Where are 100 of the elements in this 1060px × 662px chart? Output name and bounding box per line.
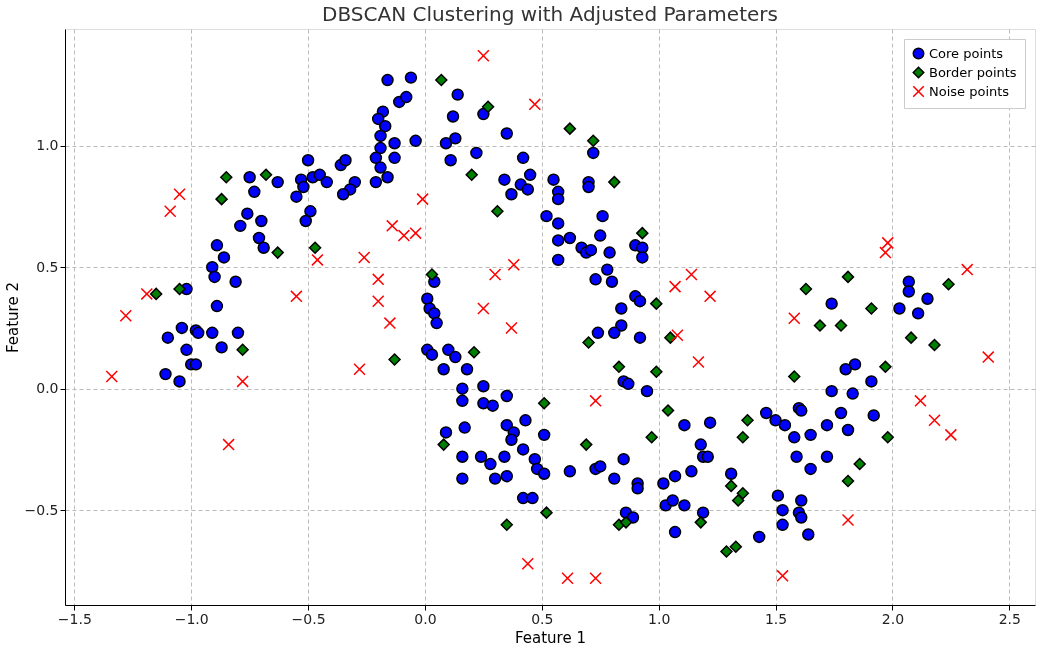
point	[215, 192, 228, 206]
x-tick-label: 0.0	[414, 610, 437, 627]
point	[388, 353, 401, 366]
point	[942, 277, 955, 291]
point	[881, 236, 894, 250]
point	[561, 572, 574, 585]
point	[694, 516, 707, 529]
point	[465, 168, 478, 182]
point	[841, 513, 855, 527]
point	[477, 302, 490, 315]
point	[386, 219, 399, 233]
point	[834, 319, 848, 332]
y-tick-label: −0.5	[24, 501, 59, 518]
point	[435, 73, 448, 87]
point	[425, 268, 439, 281]
point	[788, 370, 801, 383]
point	[799, 282, 813, 296]
point	[383, 316, 397, 330]
point	[173, 282, 186, 296]
point	[960, 263, 974, 276]
point	[671, 329, 684, 342]
point	[881, 431, 894, 444]
point	[580, 438, 593, 451]
point	[879, 246, 892, 259]
x-tick-label: 2.5	[998, 610, 1021, 627]
point	[507, 258, 520, 271]
point	[736, 431, 750, 444]
point	[271, 246, 284, 259]
point	[668, 280, 682, 293]
point	[853, 457, 866, 471]
point	[236, 375, 249, 388]
point	[776, 569, 789, 583]
point	[437, 438, 450, 451]
point	[521, 557, 535, 570]
x-tick-label: 0.5	[531, 610, 554, 627]
point	[149, 287, 163, 301]
point	[788, 311, 801, 325]
x-tick-label: 1.0	[648, 610, 671, 627]
point	[661, 404, 675, 417]
point	[904, 331, 918, 344]
point	[173, 188, 186, 201]
point	[105, 370, 118, 383]
point	[587, 134, 600, 148]
point	[119, 309, 132, 323]
point	[703, 290, 717, 303]
point	[537, 397, 551, 410]
point	[865, 302, 878, 315]
point	[813, 319, 827, 332]
point	[982, 350, 995, 364]
point	[928, 414, 941, 427]
point	[729, 540, 743, 553]
x-tick-label: 2.0	[881, 610, 905, 627]
point	[841, 270, 855, 284]
point	[944, 428, 958, 442]
point	[477, 49, 490, 62]
legend-label: Noise points	[929, 83, 1010, 99]
x-tick-label: 1.5	[764, 610, 788, 627]
legend-label: Border points	[929, 64, 1017, 80]
point	[140, 287, 154, 301]
point	[505, 321, 518, 335]
point	[563, 122, 577, 135]
point	[731, 494, 745, 507]
point	[650, 365, 663, 378]
point	[236, 343, 249, 357]
point	[308, 241, 322, 254]
point	[540, 506, 553, 519]
point	[636, 226, 649, 240]
point	[589, 572, 602, 585]
point	[488, 268, 502, 281]
x-tick-label: −1.0	[174, 610, 209, 627]
point	[500, 518, 513, 532]
point	[371, 273, 385, 286]
point	[481, 100, 495, 113]
point	[259, 168, 273, 182]
y-tick-label: 0.5	[36, 258, 59, 275]
y-axis-title: Feature 2	[3, 282, 22, 353]
point	[720, 545, 733, 558]
point	[928, 338, 941, 352]
point	[914, 394, 927, 408]
point	[724, 479, 738, 493]
point	[608, 175, 621, 189]
point	[879, 360, 892, 374]
point	[741, 414, 754, 427]
point	[692, 355, 705, 369]
chart-title: DBSCAN Clustering with Adjusted Parameters	[322, 2, 778, 26]
point	[685, 268, 698, 281]
x-tick-label: −0.5	[291, 610, 326, 627]
point	[841, 474, 855, 488]
point	[311, 253, 324, 267]
point	[736, 486, 750, 500]
legend-label: Core points	[929, 45, 1004, 61]
point	[612, 360, 626, 374]
point	[619, 516, 633, 529]
point	[645, 431, 658, 444]
point	[528, 98, 542, 111]
x-tick-label: −1.5	[57, 610, 92, 627]
point	[163, 205, 177, 218]
point	[371, 294, 385, 308]
point	[467, 346, 481, 359]
point	[220, 171, 233, 184]
